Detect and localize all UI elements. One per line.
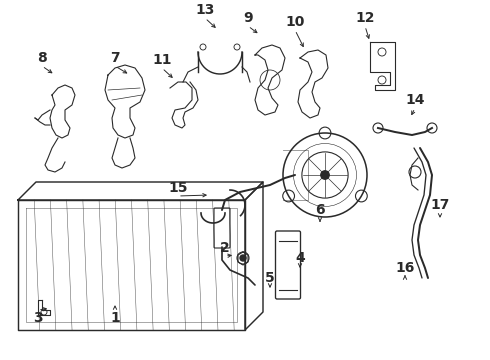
Circle shape <box>240 255 246 261</box>
Text: 12: 12 <box>355 11 375 25</box>
Text: 6: 6 <box>315 203 325 217</box>
Text: 15: 15 <box>168 181 188 195</box>
Text: 16: 16 <box>395 261 415 275</box>
Text: 3: 3 <box>33 311 43 325</box>
Text: 4: 4 <box>295 251 305 265</box>
Text: 7: 7 <box>110 51 120 65</box>
Text: 1: 1 <box>110 311 120 325</box>
Text: 14: 14 <box>405 93 425 107</box>
Text: 2: 2 <box>220 241 230 255</box>
Text: 10: 10 <box>285 15 305 29</box>
Circle shape <box>321 171 329 179</box>
Text: 5: 5 <box>265 271 275 285</box>
Text: 8: 8 <box>37 51 47 65</box>
Text: 13: 13 <box>196 3 215 17</box>
Text: 17: 17 <box>430 198 450 212</box>
Text: 11: 11 <box>152 53 172 67</box>
Text: 9: 9 <box>243 11 253 25</box>
